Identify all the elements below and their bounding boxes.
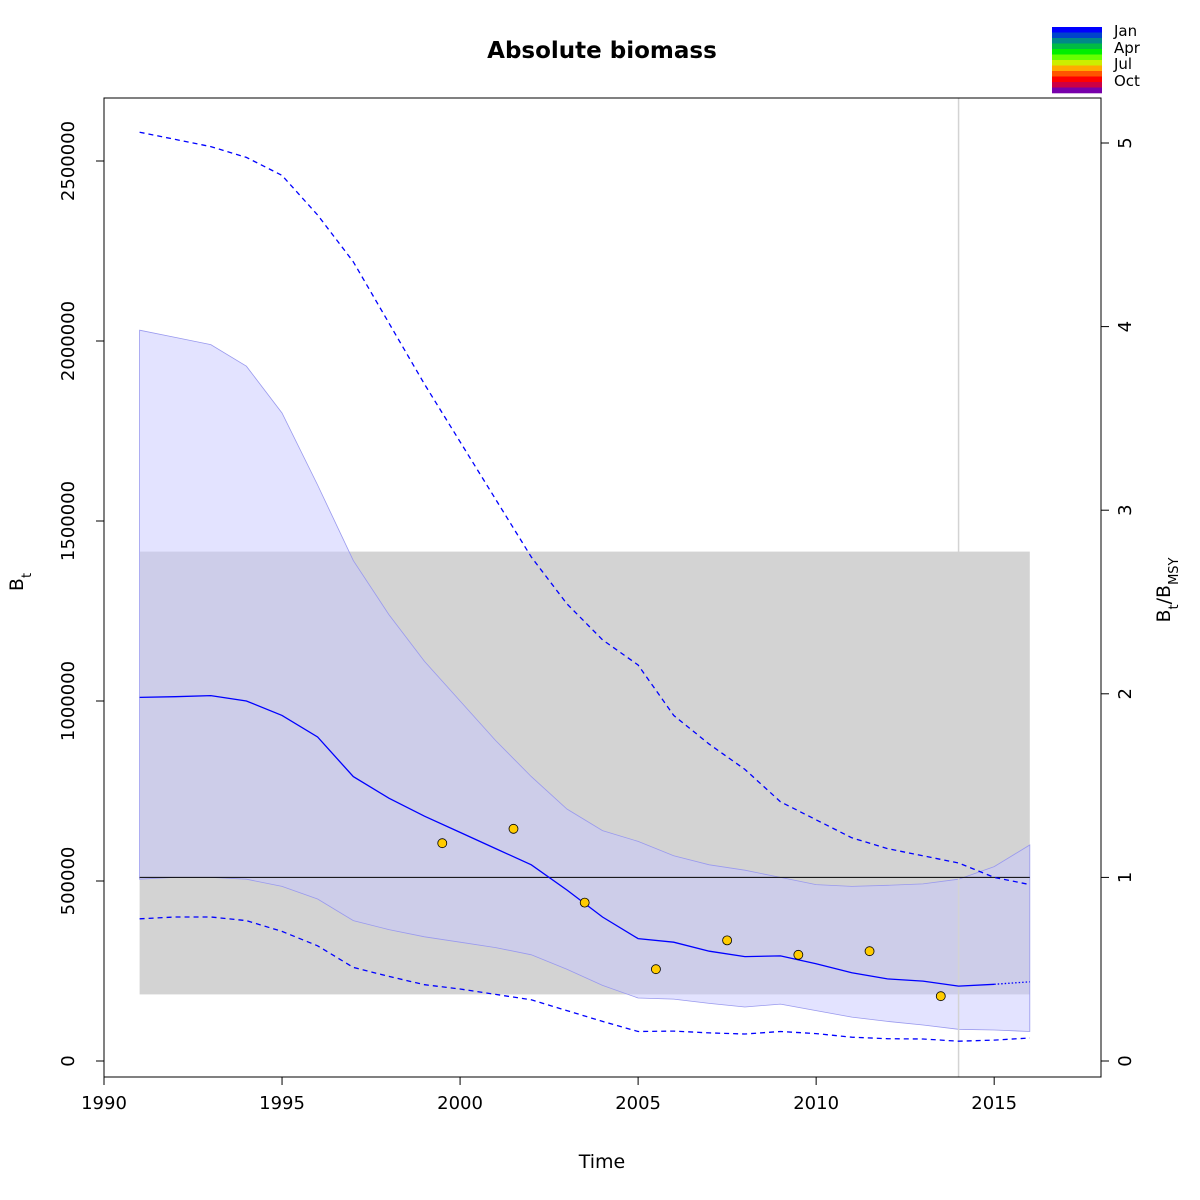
y2-axis-label-num: B bbox=[1153, 609, 1175, 622]
y-axis-label: Bt bbox=[6, 573, 35, 591]
y2-tick-label: 5 bbox=[1115, 137, 1136, 148]
season-swatch bbox=[1052, 60, 1102, 66]
series-line-0 bbox=[139, 694, 995, 987]
season-swatch bbox=[1052, 76, 1102, 83]
index-point bbox=[437, 838, 448, 849]
season-swatch bbox=[1052, 32, 1102, 39]
index-point bbox=[508, 823, 519, 834]
index-point bbox=[864, 946, 875, 957]
y2-axis-label-den: B bbox=[1153, 585, 1175, 598]
plot-area: 1990 1995 2000 2005 2010 20150500000100000015… bbox=[58, 97, 1136, 1114]
season-label-apr: Apr bbox=[1114, 39, 1141, 57]
index-point bbox=[722, 935, 733, 946]
y2-tick-label: 4 bbox=[1115, 321, 1136, 332]
x-tick-label: 2000 bbox=[437, 1093, 483, 1114]
biomass-ci-band bbox=[139, 329, 1031, 1032]
x-tick-label: 1995 bbox=[259, 1093, 305, 1114]
y2-tick-label: 1 bbox=[1115, 872, 1136, 883]
index-point bbox=[651, 964, 661, 975]
ci-lower-dashed-line bbox=[139, 916, 1030, 1042]
season-swatch bbox=[1052, 65, 1102, 72]
y-tick-label: 0 bbox=[58, 1055, 79, 1066]
y2-axis-label-den-sub: MSY bbox=[1167, 557, 1182, 584]
y-tick-label: 1000000 bbox=[58, 661, 79, 741]
y-axis-label-sub: t bbox=[20, 573, 35, 578]
y-tick-label: 2000000 bbox=[58, 301, 79, 381]
season-swatch bbox=[1052, 38, 1102, 44]
y2-axis-label: Bt/BMSY bbox=[1153, 557, 1182, 622]
season-label-jan: Jan bbox=[1113, 22, 1137, 40]
season-label-jul: Jul bbox=[1113, 55, 1132, 73]
y2-axis-label-sep: / bbox=[1153, 597, 1175, 604]
x-tick-label: 2005 bbox=[615, 1093, 661, 1114]
y2-tick-label: 0 bbox=[1115, 1055, 1136, 1066]
chart-title: Absolute biomass bbox=[487, 38, 717, 64]
season-swatch bbox=[1052, 54, 1102, 61]
season-swatch bbox=[1052, 71, 1102, 77]
y-tick-label: 1500000 bbox=[58, 481, 79, 561]
season-swatch bbox=[1052, 43, 1102, 50]
season-label-oct: Oct bbox=[1114, 72, 1140, 90]
index-point bbox=[793, 949, 804, 960]
season-swatch bbox=[1052, 87, 1102, 94]
x-tick-label: 1990 bbox=[81, 1093, 127, 1114]
season-swatch bbox=[1052, 27, 1102, 33]
y-axis-label-main: B bbox=[6, 578, 28, 591]
y-tick-label: 2500000 bbox=[58, 121, 79, 201]
y2-tick-label: 3 bbox=[1115, 504, 1136, 515]
y-tick-label: 500000 bbox=[58, 847, 79, 916]
index-point bbox=[579, 897, 590, 908]
y2-axis-label-num-sub: t bbox=[1167, 604, 1182, 609]
season-swatch bbox=[1052, 82, 1102, 88]
season-swatch bbox=[1052, 49, 1102, 55]
plot-frame bbox=[103, 97, 1102, 1078]
index-point bbox=[935, 991, 946, 1002]
y2-tick-label: 2 bbox=[1115, 688, 1136, 699]
x-axis-label: Time bbox=[578, 1151, 626, 1173]
x-tick-label: 2010 bbox=[793, 1093, 839, 1114]
series-line-1 bbox=[994, 981, 1030, 985]
x-tick-label: 2015 bbox=[971, 1093, 1017, 1114]
